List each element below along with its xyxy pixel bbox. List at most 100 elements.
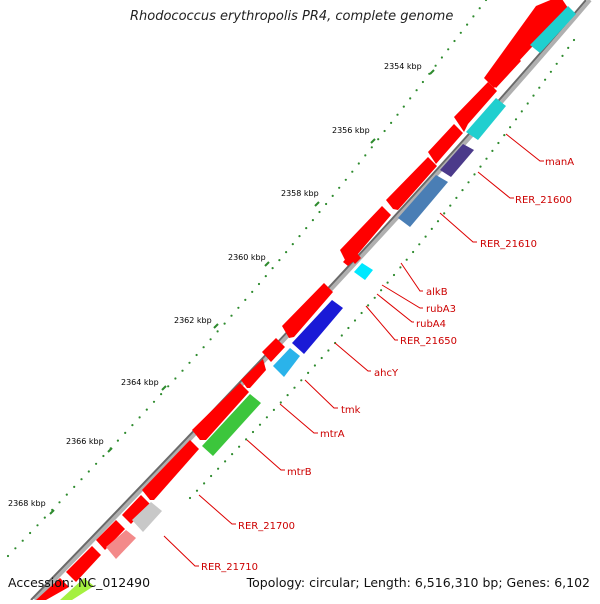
ruler-dot [87,470,90,473]
gene-arrow[interactable] [350,252,361,264]
gene-arrow[interactable] [454,82,497,132]
ruler-dot [338,186,341,189]
gene-arrow[interactable] [487,52,521,88]
ruler-dot [160,393,163,396]
ruler-dot [459,31,462,34]
gene-callouts [163,133,544,567]
gene-label-ahcY[interactable]: ahcY [374,368,399,379]
ruler-dot [532,94,535,97]
gene-label-RER_21710[interactable]: RER_21710 [201,562,258,573]
gene-tmk[interactable] [273,348,300,377]
ruler-dot [231,453,234,456]
gene-arrow[interactable] [282,283,333,338]
gene-arrow[interactable] [192,383,249,440]
ruler-dot [311,219,314,222]
ruler-dot [195,489,199,492]
gene-label-alkB[interactable]: alkB [426,287,448,298]
gene-label-RER_21700[interactable]: RER_21700 [238,521,295,532]
gene-label-tmk[interactable]: tmk [341,405,361,416]
ruler-dot [503,134,506,137]
ruler-dot [209,338,212,341]
ruler-dot [210,474,213,478]
gene-label-mtrA[interactable]: mtrA [320,429,345,440]
ruler-dot [138,416,141,419]
gene-arrow[interactable] [66,546,101,582]
ruler-dot [237,306,240,309]
gene-ahcY[interactable] [292,300,343,354]
tick-label: 2354 kbp [384,62,422,71]
gene-label-rubA3[interactable]: rubA3 [426,304,456,315]
ruler-dot [29,531,32,535]
ruler-dot [265,416,268,419]
gene-label-mtrB[interactable]: mtrB [287,467,312,478]
tick-label: 2364 kbp [121,378,159,387]
ruler-dot [152,400,156,403]
gene-RER-21600[interactable] [440,144,474,177]
ruler-dot [124,431,127,434]
ruler-dot [386,281,389,284]
ruler-dot [383,129,386,133]
ruler-dot [485,157,488,160]
ruler-dot [230,314,233,317]
tick-label: 2366 kbp [66,437,104,446]
ruler-dot [327,349,330,352]
ruler-dot [357,162,360,165]
map-title: Rhodococcus erythropolis PR4, complete g… [130,9,454,24]
ruler-dot [257,282,261,286]
ruler-dot [380,289,383,292]
gene-manA[interactable] [530,6,576,53]
gene-arrow[interactable] [241,359,266,388]
ruler-dot [447,48,450,51]
ruler-dot [251,290,254,293]
gene-arrow[interactable] [386,157,437,210]
gene-arrow[interactable] [142,440,199,500]
gene-arrow[interactable] [36,578,69,600]
ruler-dot [434,64,437,67]
gene-alkB[interactable] [354,263,373,280]
gene-RER-21700[interactable] [132,502,162,532]
gene-label-RER_21650[interactable]: RER_21650 [400,336,457,347]
gene-label-RER_21600[interactable]: RER_21600 [515,195,572,206]
ruler-dot [145,408,148,411]
ruler-dot [364,154,367,157]
ruler-dot [360,311,363,315]
gene-label-rubA4[interactable]: rubA4 [416,319,446,330]
gene-cyan-2[interactable] [466,98,506,140]
ruler-dot [195,353,198,357]
ruler-dot [188,361,191,364]
gene-arrow[interactable] [122,495,150,524]
gene-RER-21710[interactable] [106,530,136,559]
gene-arrow[interactable] [340,206,391,262]
ruler-dot [399,266,402,269]
ruler-dot [21,539,24,542]
gene-RER-21610[interactable] [398,175,448,227]
gene-arrow[interactable] [428,124,463,164]
ruler-dot [223,322,226,325]
gene-arrow[interactable] [96,520,125,550]
gene-arrow[interactable] [262,338,285,362]
ruler-dot [167,385,170,388]
ruler-dot [238,445,241,448]
ruler-dot [307,371,310,374]
ruler-dot [245,438,248,441]
ruler-dot [272,408,275,411]
gene-yellowgreen[interactable] [60,578,94,600]
ruler-dot [285,251,288,254]
ruler-dot [402,105,405,108]
tick-label: 2356 kbp [332,126,370,135]
ruler-dot [443,212,446,215]
ruler-dot [367,304,370,307]
ruler-dot [331,194,334,197]
ruler-dot [409,97,412,100]
ruler-dot [278,259,281,262]
ruler-dot [484,0,488,2]
gene-mtrA[interactable] [202,394,261,456]
ruler-dot [318,210,321,214]
gene-label-manA[interactable]: manA [545,157,574,168]
gene-label-RER_21610[interactable]: RER_21610 [480,239,537,250]
forward-strand-genes [36,0,568,600]
genome-summary: Topology: circular; Length: 6,516,310 bp… [246,575,590,590]
ruler-dot [181,369,184,372]
ruler-dot [174,377,177,380]
tick-2368: 2368 kbp [8,499,55,515]
